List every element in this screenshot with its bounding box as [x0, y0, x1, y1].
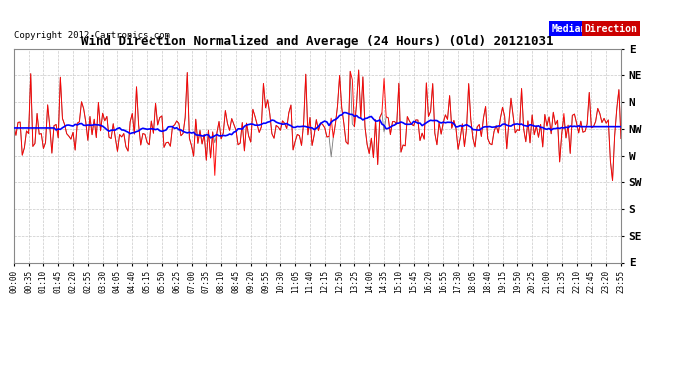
Title: Wind Direction Normalized and Average (24 Hours) (Old) 20121031: Wind Direction Normalized and Average (2… — [81, 34, 553, 48]
Text: Direction: Direction — [584, 24, 638, 34]
Text: Median: Median — [551, 24, 586, 34]
Text: Copyright 2012 Cartronics.com: Copyright 2012 Cartronics.com — [14, 31, 170, 40]
